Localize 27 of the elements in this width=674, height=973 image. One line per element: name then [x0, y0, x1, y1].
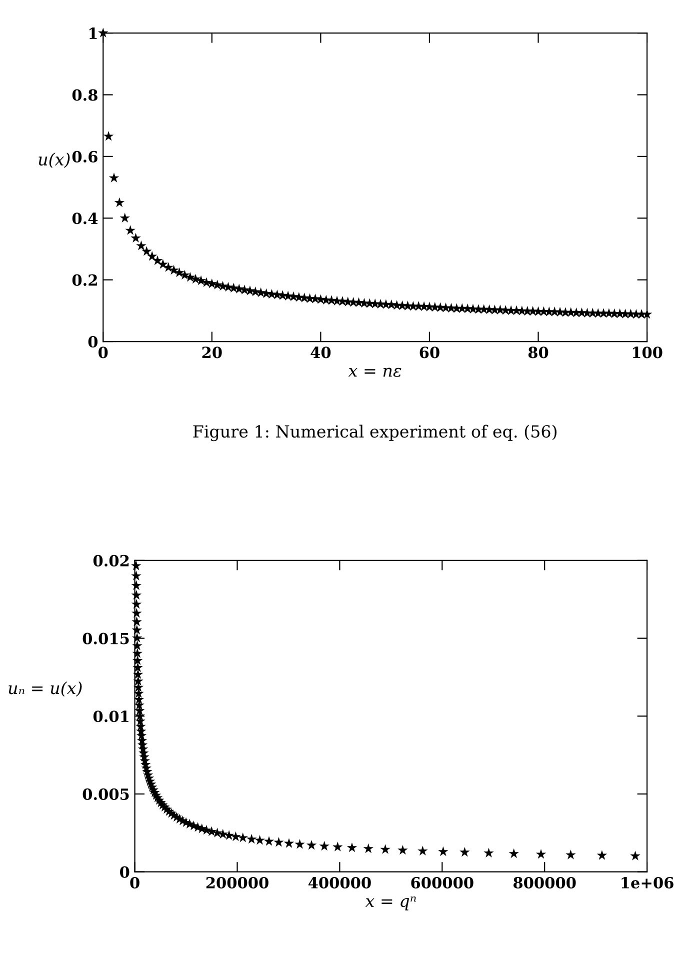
y-tick-label: 0.005 — [82, 788, 129, 800]
x-tick-label: 800000 — [513, 876, 576, 888]
y-tick-label: 0.015 — [82, 632, 129, 644]
x-tick-label: 200000 — [206, 876, 268, 888]
x-tick-label: 60 — [420, 346, 440, 358]
caption: Figure 1: Numerical experiment of eq. (56) — [193, 424, 556, 442]
y-tick-label: 0.2 — [72, 274, 97, 286]
x-tick-label: 100 — [632, 346, 662, 358]
x-axis-title: x = qⁿ — [365, 896, 416, 910]
y-tick-label: 0.01 — [93, 710, 128, 722]
x-tick-label: 1e+06 — [622, 876, 674, 888]
x-tick-label: 40 — [310, 346, 331, 358]
y-tick-label: 0.6 — [72, 150, 98, 162]
y-tick-label: 0.8 — [72, 89, 98, 101]
x-axis-title: x = nε — [348, 368, 402, 377]
x-tick-label: 400000 — [308, 876, 371, 888]
x-tick-label: 0 — [130, 876, 140, 888]
x-tick-label: 80 — [528, 346, 548, 358]
x-tick-label: 600000 — [411, 876, 474, 888]
y-tick-label: 0.02 — [93, 554, 129, 566]
x-tick-label: 20 — [202, 346, 222, 358]
y-tick-label: 1 — [89, 28, 97, 39]
y-axis-title: uₙ = u(x) — [8, 681, 82, 697]
y-tick-label: 0.4 — [72, 212, 98, 224]
y-tick-label: 0 — [88, 336, 98, 348]
y-axis-title: u(x) — [38, 152, 70, 168]
y-tick-label: 0 — [120, 866, 130, 878]
